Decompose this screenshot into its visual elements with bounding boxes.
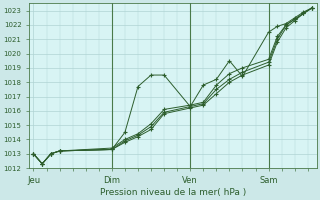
X-axis label: Pression niveau de la mer( hPa ): Pression niveau de la mer( hPa ): [100, 188, 246, 197]
